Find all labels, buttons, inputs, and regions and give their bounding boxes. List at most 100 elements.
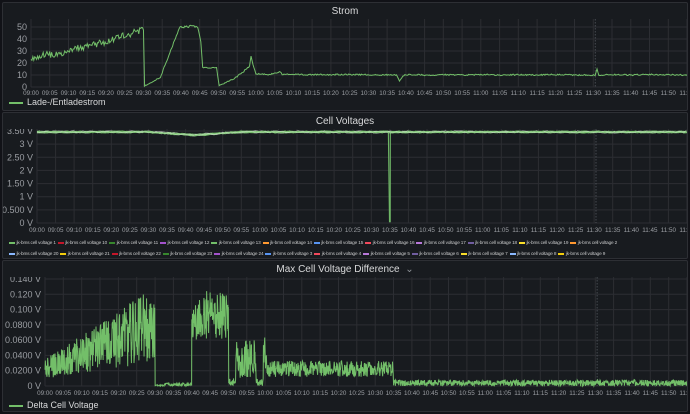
- svg-text:09:45: 09:45: [202, 390, 218, 397]
- svg-text:09:20: 09:20: [98, 90, 114, 97]
- svg-text:11:35: 11:35: [605, 227, 621, 234]
- svg-text:09:10: 09:10: [66, 227, 82, 234]
- svg-text:10:50: 10:50: [441, 390, 457, 397]
- svg-text:09:45: 09:45: [192, 90, 208, 97]
- svg-text:11:10: 11:10: [514, 390, 530, 397]
- svg-text:09:20: 09:20: [111, 390, 127, 397]
- svg-text:09:30: 09:30: [147, 390, 163, 397]
- svg-text:3 V: 3 V: [19, 139, 33, 149]
- svg-text:11:15: 11:15: [531, 227, 547, 234]
- svg-text:0.0600 V: 0.0600 V: [5, 335, 41, 345]
- svg-text:10:30: 10:30: [367, 390, 383, 397]
- svg-text:0.0200 V: 0.0200 V: [5, 366, 41, 376]
- svg-text:09:05: 09:05: [48, 227, 64, 234]
- svg-text:09:50: 09:50: [215, 227, 231, 234]
- svg-text:09:25: 09:25: [129, 390, 145, 397]
- svg-text:10:35: 10:35: [386, 390, 402, 397]
- svg-text:0.0400 V: 0.0400 V: [5, 350, 41, 360]
- svg-text:10:25: 10:25: [342, 90, 358, 97]
- svg-text:10:25: 10:25: [345, 227, 361, 234]
- svg-text:30: 30: [17, 46, 27, 56]
- svg-text:11:35: 11:35: [606, 390, 622, 397]
- svg-text:09:50: 09:50: [221, 390, 237, 397]
- svg-text:3.50 V: 3.50 V: [7, 129, 33, 136]
- svg-text:20: 20: [17, 58, 27, 68]
- svg-text:10:20: 10:20: [323, 90, 339, 97]
- svg-text:11:00: 11:00: [475, 227, 491, 234]
- svg-text:11:20: 11:20: [548, 90, 564, 97]
- svg-text:11:50: 11:50: [661, 227, 677, 234]
- svg-text:09:20: 09:20: [103, 227, 119, 234]
- svg-text:09:00: 09:00: [37, 390, 53, 397]
- svg-text:09:30: 09:30: [141, 227, 157, 234]
- svg-text:09:15: 09:15: [79, 90, 95, 97]
- svg-text:11:30: 11:30: [588, 390, 604, 397]
- svg-text:11:25: 11:25: [567, 90, 583, 97]
- svg-text:09:00: 09:00: [29, 227, 45, 234]
- svg-text:10:15: 10:15: [308, 227, 324, 234]
- svg-text:10:55: 10:55: [454, 90, 470, 97]
- svg-text:11:55: 11:55: [679, 90, 687, 97]
- svg-text:10:30: 10:30: [363, 227, 379, 234]
- svg-text:10:50: 10:50: [435, 90, 451, 97]
- svg-text:09:10: 09:10: [61, 90, 77, 97]
- svg-text:10:30: 10:30: [361, 90, 377, 97]
- svg-text:40: 40: [17, 34, 27, 44]
- svg-text:11:45: 11:45: [643, 390, 659, 397]
- svg-text:0.0800 V: 0.0800 V: [5, 320, 41, 330]
- svg-text:10:15: 10:15: [312, 390, 328, 397]
- svg-text:10:15: 10:15: [304, 90, 320, 97]
- svg-text:11:15: 11:15: [533, 390, 549, 397]
- svg-text:09:15: 09:15: [92, 390, 108, 397]
- svg-text:10:40: 10:40: [401, 227, 417, 234]
- svg-text:11:10: 11:10: [511, 90, 527, 97]
- svg-text:10:45: 10:45: [419, 227, 435, 234]
- svg-text:10:40: 10:40: [404, 390, 420, 397]
- svg-text:09:55: 09:55: [229, 90, 245, 97]
- svg-text:1.50 V: 1.50 V: [7, 179, 33, 189]
- svg-text:10:45: 10:45: [422, 390, 438, 397]
- svg-text:11:40: 11:40: [623, 90, 639, 97]
- svg-text:11:10: 11:10: [512, 227, 528, 234]
- svg-text:0.120 V: 0.120 V: [10, 289, 41, 299]
- svg-text:10:20: 10:20: [326, 227, 342, 234]
- svg-text:2 V: 2 V: [19, 165, 33, 175]
- svg-text:11:05: 11:05: [496, 390, 512, 397]
- svg-text:0.500 V: 0.500 V: [3, 205, 33, 215]
- svg-text:09:40: 09:40: [184, 390, 200, 397]
- svg-text:09:40: 09:40: [178, 227, 194, 234]
- svg-text:11:20: 11:20: [549, 227, 565, 234]
- svg-text:11:15: 11:15: [529, 90, 545, 97]
- svg-text:09:15: 09:15: [85, 227, 101, 234]
- svg-text:10:35: 10:35: [382, 227, 398, 234]
- svg-text:11:00: 11:00: [473, 90, 489, 97]
- svg-text:11:05: 11:05: [494, 227, 510, 234]
- svg-text:11:05: 11:05: [492, 90, 508, 97]
- svg-text:10:10: 10:10: [286, 90, 302, 97]
- svg-text:10:25: 10:25: [349, 390, 365, 397]
- svg-text:09:50: 09:50: [211, 90, 227, 97]
- svg-text:11:55: 11:55: [679, 390, 687, 397]
- svg-text:10: 10: [17, 70, 27, 80]
- svg-text:10:05: 10:05: [271, 227, 287, 234]
- svg-text:10:00: 10:00: [257, 390, 273, 397]
- svg-text:11:40: 11:40: [624, 390, 640, 397]
- svg-text:09:45: 09:45: [196, 227, 212, 234]
- svg-text:09:25: 09:25: [117, 90, 133, 97]
- svg-text:0.140 V: 0.140 V: [10, 277, 41, 284]
- svg-text:11:40: 11:40: [624, 227, 640, 234]
- svg-text:10:55: 10:55: [459, 390, 475, 397]
- svg-text:11:50: 11:50: [661, 90, 677, 97]
- svg-text:10:05: 10:05: [276, 390, 292, 397]
- svg-text:09:55: 09:55: [233, 227, 249, 234]
- svg-text:10:20: 10:20: [331, 390, 347, 397]
- svg-text:11:25: 11:25: [568, 227, 584, 234]
- svg-text:09:10: 09:10: [74, 390, 90, 397]
- svg-text:09:35: 09:35: [159, 227, 175, 234]
- svg-text:11:55: 11:55: [679, 227, 687, 234]
- svg-text:11:30: 11:30: [586, 227, 602, 234]
- svg-text:10:55: 10:55: [456, 227, 472, 234]
- svg-text:10:50: 10:50: [438, 227, 454, 234]
- svg-text:11:45: 11:45: [642, 227, 658, 234]
- svg-text:11:00: 11:00: [478, 390, 494, 397]
